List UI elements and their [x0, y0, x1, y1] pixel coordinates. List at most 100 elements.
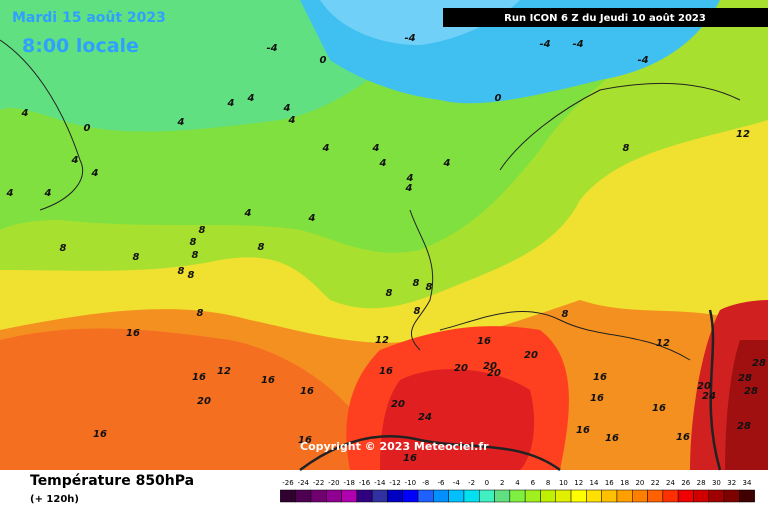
- scale-tick-label: -24: [298, 479, 310, 487]
- contour-label: 4: [21, 108, 29, 119]
- scale-swatch: [540, 489, 557, 503]
- contour-label: 24: [702, 391, 716, 402]
- contour-label: 4: [6, 188, 14, 199]
- scale-swatch: [555, 489, 572, 503]
- contour-label: 8: [413, 278, 420, 289]
- contour-label: 4: [177, 117, 185, 128]
- scale-tick-label: 26: [681, 479, 690, 487]
- contour-label: 4: [443, 158, 451, 169]
- run-info: Run ICON 6 Z du Jeudi 10 août 2023: [504, 12, 706, 24]
- contour-label: 8: [133, 252, 140, 263]
- contour-label: -4: [637, 55, 648, 66]
- scale-swatch: [601, 489, 618, 503]
- scale-tick-label: 16: [605, 479, 614, 487]
- copyright: Copyright © 2023 Meteociel.fr: [300, 440, 489, 453]
- scale-swatch: [739, 489, 755, 503]
- scale-tick-label: 8: [546, 479, 550, 487]
- scale-swatch: [708, 489, 725, 503]
- scale-swatch: [280, 489, 296, 503]
- contour-label: 4: [44, 188, 52, 199]
- contour-label: -4: [404, 33, 415, 44]
- contour-label: -4: [539, 39, 550, 50]
- scale-tick-label: -8: [422, 479, 429, 487]
- scale-tick-label: 14: [590, 479, 599, 487]
- contour-label: 8: [197, 308, 204, 319]
- scale-swatch: [677, 489, 694, 503]
- contour-label: 20: [487, 368, 501, 379]
- contour-label: 8: [178, 266, 185, 277]
- scale-swatch: [463, 489, 480, 503]
- contour-label: 16: [605, 433, 619, 444]
- contour-label: 16: [576, 425, 590, 436]
- contour-label: 16: [590, 393, 604, 404]
- scale-swatch: [387, 489, 404, 503]
- scale-swatch: [524, 489, 541, 503]
- contour-label: 12: [656, 338, 670, 349]
- scale-tick-label: 2: [500, 479, 504, 487]
- contour-label: 16: [300, 386, 314, 397]
- scale-tick-label: 32: [727, 479, 736, 487]
- contour-label: 28: [752, 358, 766, 369]
- footer-subtitle: (+ 120h): [30, 494, 79, 505]
- contour-label: 24: [418, 412, 432, 423]
- scale-swatch: [448, 489, 465, 503]
- scale-tick-label: 6: [531, 479, 536, 487]
- scale-tick-label: -6: [438, 479, 446, 487]
- contour-label: 28: [738, 373, 752, 384]
- contour-labels: -4-4-4-4-4-40004444444444444444448888888…: [6, 13, 766, 464]
- scale-swatch: [433, 489, 449, 503]
- scale-swatch: [371, 489, 388, 503]
- contour-label: 28: [737, 421, 751, 432]
- contour-label: 16: [403, 453, 417, 464]
- contour-label: 16: [379, 366, 393, 377]
- scale-tick-label: -2: [468, 479, 475, 487]
- scale-tick-label: 10: [559, 479, 568, 487]
- contour-label: 4: [244, 208, 252, 219]
- contour-label: 12: [375, 335, 389, 346]
- footer-title: Température 850hPa: [30, 473, 194, 489]
- scale-tick-label: 0: [485, 479, 489, 487]
- scale-tick-label: 30: [712, 479, 721, 487]
- scale-tick-label: -18: [343, 479, 354, 487]
- scale-swatch: [647, 489, 664, 503]
- contour-label: 0: [320, 55, 327, 66]
- scale-tick-label: 34: [743, 479, 752, 487]
- contour-label: 4: [372, 143, 380, 154]
- scale-tick-label: 24: [666, 479, 675, 487]
- scale-tick-label: -16: [359, 479, 371, 487]
- scale-swatch: [632, 489, 648, 503]
- contour-label: 4: [247, 93, 255, 104]
- contour-label: 4: [71, 155, 79, 166]
- contour-label: 8: [623, 143, 630, 154]
- contour-label: 20: [697, 381, 711, 392]
- contour-label: 8: [258, 242, 265, 253]
- scale-tick-label: 20: [635, 479, 644, 487]
- contour-label: 20: [197, 396, 211, 407]
- contour-label: 4: [405, 183, 413, 194]
- scale-swatch: [693, 489, 710, 503]
- contour-label: 4: [283, 103, 291, 114]
- scale-swatch: [356, 489, 373, 503]
- map-background: [0, 0, 768, 470]
- contour-label: 16: [676, 432, 690, 443]
- contour-label: 4: [322, 143, 330, 154]
- scale-swatch: [295, 489, 312, 503]
- contour-label: 16: [126, 328, 140, 339]
- scale-tick-label: -14: [374, 479, 386, 487]
- contour-label: 8: [188, 270, 195, 281]
- contour-label: 8: [60, 243, 67, 254]
- contour-label: 8: [562, 309, 569, 320]
- coastlines: [0, 39, 741, 472]
- scale-swatch: [723, 489, 740, 503]
- contour-label: 16: [298, 435, 312, 446]
- scale-tick-label: -26: [282, 479, 294, 487]
- contour-label: 12: [217, 366, 231, 377]
- scale-tick-label: -22: [313, 479, 324, 487]
- contour-label: 12: [736, 129, 750, 140]
- contour-label: 8: [386, 288, 393, 299]
- scale-tick-label: 28: [697, 479, 706, 487]
- scale-swatch: [402, 489, 419, 503]
- scale-swatch: [341, 489, 358, 503]
- scale-tick-label: 12: [574, 479, 583, 487]
